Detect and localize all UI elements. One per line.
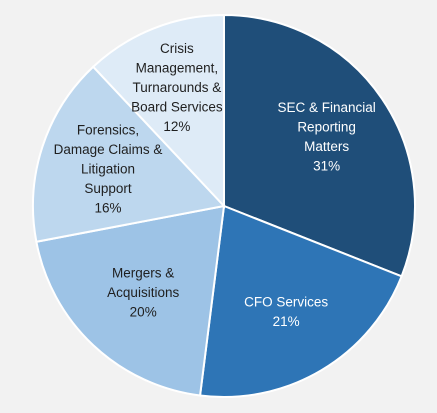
pie-slice-cfo-services	[198, 204, 403, 398]
slice-label-forensics-damage-claims-and-litigation-support: Forensics, Damage Claims & Litigation Suppo…	[54, 122, 163, 215]
slice-label-mergers-and-acquisitions: Mergers & Acquisitions 20%	[107, 266, 179, 320]
slice-percent: 12%	[163, 119, 190, 134]
slice-percent: 20%	[130, 305, 157, 320]
slice-percent: 31%	[313, 159, 340, 174]
slice-label-line: Acquisitions	[107, 285, 179, 300]
pie-slice-forensics-damage-claims-and-litigation-support	[32, 65, 226, 243]
slice-label-sec-and-financial-reporting-matters: SEC & Financial Reporting Matters 31%	[277, 100, 375, 174]
slice-label-line: Damage Claims &	[54, 142, 163, 157]
slices-layer	[32, 13, 416, 398]
slice-label-line: Forensics,	[77, 122, 139, 137]
slice-label-line: Support	[84, 181, 132, 196]
pie-slice-sec-and-financial-reporting-matters	[223, 13, 416, 278]
slice-label-line: Litigation	[81, 161, 135, 176]
slice-label-line: Crisis	[160, 41, 194, 56]
slice-label-crisis-management-turnarounds-and-board-services: Crisis Management, Turnarounds & Board Serv…	[131, 41, 223, 134]
labels-layer: SEC & Financial Reporting Matters 31% CFO Se…	[54, 41, 376, 329]
pie-slice-crisis-management-turnarounds-and-board-services	[91, 13, 225, 209]
slice-label-line: Turnarounds &	[132, 80, 221, 95]
slice-label-line: Mergers &	[112, 266, 174, 281]
slice-percent: 16%	[94, 200, 121, 215]
slice-label-line: Reporting	[297, 120, 356, 135]
slice-label-line: SEC & Financial	[277, 100, 375, 115]
slice-label-line: Board Services	[131, 100, 223, 115]
slice-percent: 21%	[273, 314, 300, 329]
slice-label-line: Matters	[304, 139, 349, 154]
slice-label-cfo-services: CFO Services 21%	[244, 294, 328, 329]
pie-slice-mergers-and-acquisitions	[35, 204, 226, 397]
slice-label-line: Management,	[136, 61, 219, 76]
slice-label-line: CFO Services	[244, 294, 328, 309]
